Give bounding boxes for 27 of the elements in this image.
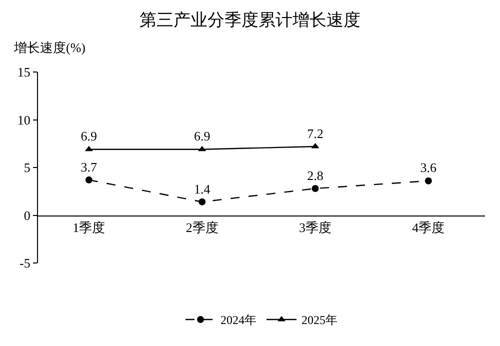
data-label: 1.4 <box>194 181 211 196</box>
data-label: 3.6 <box>420 160 438 176</box>
y-tick-label: 10 <box>17 112 30 128</box>
data-label: 6.9 <box>194 128 210 144</box>
point <box>311 142 320 148</box>
point <box>424 177 432 184</box>
legend-label: 2025年 <box>302 313 338 328</box>
x-tick-label: 2季度 <box>186 220 218 235</box>
x-tick-label: 1季度 <box>72 220 106 235</box>
point <box>312 185 319 192</box>
y-tick-label: 0 <box>24 208 30 223</box>
point <box>198 198 206 206</box>
point <box>85 176 92 184</box>
y-tick-label: -5 <box>20 256 30 271</box>
point <box>84 146 93 152</box>
y-axis-title: 增长速度(%) <box>13 40 86 55</box>
data-label: 7.2 <box>307 126 324 141</box>
y-tick-label: 15 <box>17 64 30 80</box>
x-tick-label: 3季度 <box>299 220 332 235</box>
point <box>198 146 206 152</box>
data-label: 6.9 <box>80 128 98 144</box>
chart-title: 第三产业分季度累计增长速度 <box>140 10 360 30</box>
x-tick-label: 4季度 <box>412 220 445 235</box>
y-tick-label: 5 <box>24 160 30 176</box>
data-label: 2.8 <box>307 168 324 183</box>
data-label: 3.7 <box>80 159 98 174</box>
legend-label: 2024年 <box>220 313 256 328</box>
